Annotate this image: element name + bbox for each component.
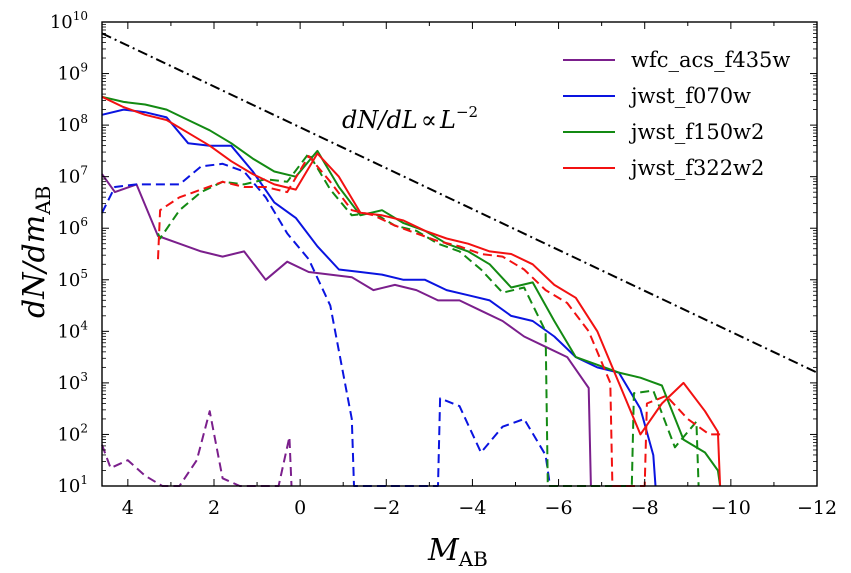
y-tick-label: 101	[57, 473, 88, 497]
x-tick-label: −4	[458, 497, 486, 519]
y-tick-label: 104	[57, 318, 88, 342]
y-tick-label: 102	[57, 421, 88, 445]
y-tick-label: 109	[57, 61, 88, 85]
series-jwst_f322w2-dashed	[157, 155, 721, 487]
y-tick-label: 103	[57, 370, 88, 394]
legend-label: jwst_f070w	[628, 84, 751, 108]
series-layer	[101, 95, 722, 487]
x-tick-label: −2	[372, 497, 400, 519]
svg-text:dN/dmAB: dN/dmAB	[17, 186, 55, 318]
y-tick-label: 105	[57, 267, 88, 291]
x-tick-label: 2	[208, 497, 220, 519]
series-jwst_f150w2-dashed	[157, 152, 700, 487]
svg-text:MAB: MAB	[427, 533, 488, 571]
x-tick-label: −12	[797, 497, 837, 519]
x-tick-label: 4	[122, 497, 134, 519]
reference-line	[101, 32, 818, 374]
legend-label: jwst_f322w2	[628, 156, 764, 180]
x-tick-label: 0	[294, 497, 306, 519]
plot-frame	[101, 21, 818, 487]
y-axis-label: dN/dmAB	[17, 186, 55, 318]
legend-label: wfc_acs_f435w	[631, 48, 790, 72]
y-tick-label: 108	[57, 112, 88, 136]
series-jwst_f070w-dashed	[101, 162, 553, 487]
legend-label: jwst_f150w2	[628, 120, 764, 144]
reference-layer	[101, 32, 818, 374]
x-tick-label: −10	[711, 497, 751, 519]
series-jwst_f070w-solid	[101, 108, 657, 487]
y-tick-label: 1010	[50, 9, 88, 33]
x-tick-label: −8	[631, 497, 659, 519]
series-wfc_acs_f435w-solid	[101, 173, 592, 487]
x-axis-label: MAB	[427, 533, 488, 571]
legend: wfc_acs_f435w jwst_f070w jwst_f150w2 jwst_f…	[563, 48, 790, 180]
annotation: dN/dL ∝ L−2	[342, 103, 478, 134]
series-wfc_acs_f435w-dashed	[101, 410, 293, 487]
series-jwst_f150w2-solid	[101, 95, 722, 487]
y-tick-label: 107	[57, 164, 88, 188]
series-jwst_f322w2-solid	[101, 95, 722, 487]
annotation-text: dN/dL ∝ L−2	[342, 103, 478, 134]
ticks-layer: 4 2 0 −2 −4 −6 −8 −10 −12 101 102 103 104 105 106 107 10…	[50, 9, 837, 519]
y-tick-label: 106	[57, 215, 88, 239]
x-tick-label: −6	[545, 497, 573, 519]
